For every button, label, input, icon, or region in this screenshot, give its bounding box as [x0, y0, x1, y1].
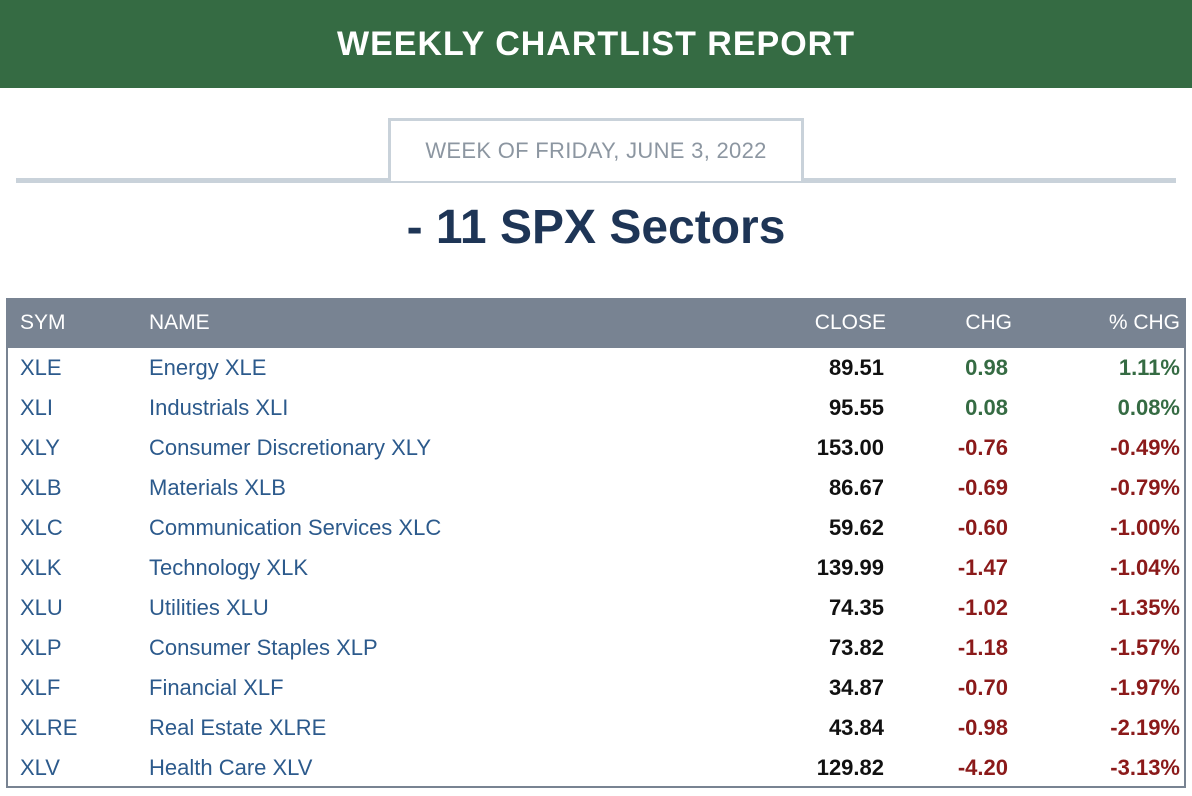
percent-change-value: 1.11%: [1118, 355, 1180, 380]
change-value: 0.98: [965, 355, 1008, 380]
sector-name-link[interactable]: Consumer Staples XLP: [149, 635, 378, 660]
sector-name-link[interactable]: Financial XLF: [149, 675, 284, 700]
table-row[interactable]: XLF Financial XLF 34.87 -0.70 -1.97%: [6, 668, 1186, 708]
symbol-link[interactable]: XLE: [20, 355, 62, 380]
symbol-link[interactable]: XLK: [20, 555, 62, 580]
table-row[interactable]: XLY Consumer Discretionary XLY 153.00 -0.76…: [6, 428, 1186, 468]
change-value: -0.76: [957, 435, 1008, 460]
symbol-link[interactable]: XLF: [20, 675, 61, 700]
percent-change-value: -3.13%: [1110, 755, 1180, 780]
week-label-box: WEEK OF FRIDAY, JUNE 3, 2022: [388, 118, 804, 181]
percent-change-value: -0.79%: [1110, 475, 1180, 500]
symbol-link[interactable]: XLB: [20, 475, 62, 500]
change-value: -1.18: [957, 635, 1008, 660]
sector-name-link[interactable]: Materials XLB: [149, 475, 286, 500]
change-value: -0.70: [957, 675, 1008, 700]
column-header-close[interactable]: CLOSE: [814, 311, 886, 334]
sector-name-link[interactable]: Real Estate XLRE: [149, 715, 327, 740]
close-value: 153.00: [816, 435, 884, 460]
sector-name-link[interactable]: Energy XLE: [149, 355, 267, 380]
report-title: WEEKLY CHARTLIST REPORT: [337, 24, 855, 63]
sector-name-link[interactable]: Consumer Discretionary XLY: [149, 435, 432, 460]
column-header-name[interactable]: NAME: [149, 311, 210, 334]
table-row[interactable]: XLK Technology XLK 139.99 -1.47 -1.04%: [6, 548, 1186, 588]
report-banner: WEEKLY CHARTLIST REPORT: [0, 0, 1192, 88]
sector-name-link[interactable]: Industrials XLI: [149, 395, 289, 420]
sector-name-link[interactable]: Health Care XLV: [149, 755, 313, 780]
table-row[interactable]: XLV Health Care XLV 129.82 -4.20 -3.13%: [6, 748, 1186, 788]
sector-name-link[interactable]: Communication Services XLC: [149, 515, 442, 540]
symbol-link[interactable]: XLV: [20, 755, 60, 780]
close-value: 86.67: [828, 475, 884, 500]
table-row[interactable]: XLI Industrials XLI 95.55 0.08 0.08%: [6, 388, 1186, 428]
percent-change-value: -1.00%: [1110, 515, 1180, 540]
percent-change-value: -1.04%: [1110, 555, 1180, 580]
change-value: -0.98: [957, 715, 1008, 740]
table-row[interactable]: XLP Consumer Staples XLP 73.82 -1.18 -1.57%: [6, 628, 1186, 668]
change-value: -4.20: [957, 755, 1008, 780]
change-value: -0.69: [957, 475, 1008, 500]
column-header-sym[interactable]: SYM: [20, 311, 66, 334]
table-header-row: SYM NAME CLOSE CHG % CHG: [6, 298, 1186, 348]
column-header-pct-chg[interactable]: % CHG: [1108, 311, 1180, 334]
close-value: 43.84: [828, 715, 884, 740]
column-header-chg[interactable]: CHG: [965, 311, 1012, 334]
change-value: -1.47: [957, 555, 1008, 580]
sector-name-link[interactable]: Utilities XLU: [149, 595, 269, 620]
table-row[interactable]: XLE Energy XLE 89.51 0.98 1.11%: [6, 348, 1186, 388]
table-row[interactable]: XLB Materials XLB 86.67 -0.69 -0.79%: [6, 468, 1186, 508]
close-value: 139.99: [816, 555, 884, 580]
percent-change-value: 0.08%: [1117, 395, 1180, 420]
close-value: 95.55: [828, 395, 884, 420]
close-value: 74.35: [828, 595, 884, 620]
table-row[interactable]: XLU Utilities XLU 74.35 -1.02 -1.35%: [6, 588, 1186, 628]
symbol-link[interactable]: XLY: [20, 435, 60, 460]
close-value: 59.62: [828, 515, 884, 540]
percent-change-value: -1.57%: [1110, 635, 1180, 660]
change-value: -0.60: [957, 515, 1008, 540]
week-label: WEEK OF FRIDAY, JUNE 3, 2022: [425, 138, 767, 163]
section-title: - 11 SPX Sectors: [406, 201, 786, 254]
close-value: 89.51: [828, 355, 884, 380]
table-row[interactable]: XLRE Real Estate XLRE 43.84 -0.98 -2.19%: [6, 708, 1186, 748]
percent-change-value: -1.97%: [1110, 675, 1180, 700]
close-value: 129.82: [816, 755, 884, 780]
symbol-link[interactable]: XLC: [20, 515, 63, 540]
percent-change-value: -2.19%: [1110, 715, 1180, 740]
percent-change-value: -1.35%: [1110, 595, 1180, 620]
close-value: 34.87: [828, 675, 884, 700]
close-value: 73.82: [828, 635, 884, 660]
symbol-link[interactable]: XLP: [20, 635, 62, 660]
sector-table: [6, 298, 1186, 788]
symbol-link[interactable]: XLU: [20, 595, 63, 620]
sector-name-link[interactable]: Technology XLK: [149, 555, 308, 580]
symbol-link[interactable]: XLRE: [20, 715, 78, 740]
symbol-link[interactable]: XLI: [20, 395, 54, 420]
percent-change-value: -0.49%: [1110, 435, 1180, 460]
change-value: 0.08: [965, 395, 1008, 420]
change-value: -1.02: [957, 595, 1008, 620]
table-row[interactable]: XLC Communication Services XLC 59.62 -0.60 -…: [6, 508, 1186, 548]
